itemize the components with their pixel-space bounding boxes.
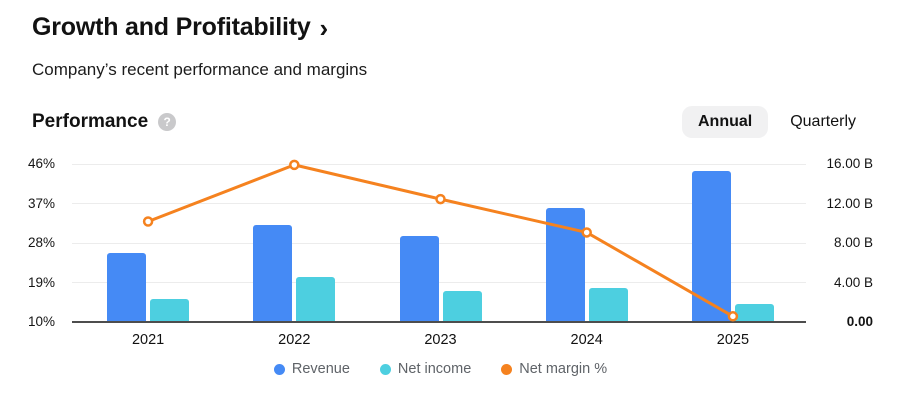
legend-dot-icon: [501, 363, 513, 375]
net-margin-point[interactable]: [289, 159, 300, 171]
x-axis-line: [72, 321, 806, 323]
right-axis-tick: 12.00 B: [826, 195, 873, 211]
chart-header-row: Performance ? Annual Quarterly: [32, 104, 862, 140]
net-margin-point[interactable]: [435, 193, 446, 205]
x-axis-label: 2023: [424, 332, 457, 348]
net-income-bar[interactable]: [442, 291, 482, 321]
x-axis-label: 2025: [716, 332, 750, 348]
legend-label: Net margin %: [519, 361, 608, 377]
legend-item-revenue[interactable]: Revenue: [273, 361, 350, 377]
page-title: Growth and Profitability: [32, 13, 311, 41]
right-axis-tick: 8.00 B: [833, 235, 873, 250]
gridline: [72, 282, 806, 283]
legend-dot-icon: [273, 363, 285, 375]
legend-item-net-margin-[interactable]: Net margin %: [501, 361, 607, 377]
left-axis-tick: 10%: [27, 314, 55, 329]
x-axis-label: 2024: [570, 332, 603, 348]
section-link-growth-profitability[interactable]: Growth and Profitability ›: [32, 13, 328, 42]
help-icon[interactable]: ?: [158, 113, 177, 131]
net-income-bar[interactable]: [296, 276, 336, 321]
legend-label: Revenue: [291, 361, 350, 377]
x-axis-label: 2021: [131, 332, 165, 348]
gridline: [72, 242, 806, 244]
right-axis-tick: 0.00: [846, 314, 873, 329]
left-axis-tick: 19%: [27, 274, 55, 290]
toggle-quarterly-button[interactable]: Quarterly: [784, 106, 862, 138]
revenue-bar[interactable]: [399, 236, 439, 321]
legend-dot-icon: [379, 363, 391, 375]
left-axis-tick: 46%: [27, 156, 55, 171]
right-axis-tick: 16.00 B: [826, 156, 873, 171]
revenue-bar[interactable]: [107, 252, 147, 321]
chart-title: Performance: [32, 111, 149, 132]
legend-item-net-income[interactable]: Net income: [379, 361, 472, 377]
net-margin-point[interactable]: [581, 227, 592, 238]
chart-legend: Revenue Net income Net margin %: [75, 361, 806, 377]
right-axis-tick: 4.00 B: [833, 274, 873, 290]
period-toggle: Annual Quarterly: [681, 106, 862, 138]
chevron-right-icon: ›: [319, 13, 329, 43]
net-income-bar[interactable]: [150, 299, 190, 321]
page-subtitle: Company’s recent performance and margins: [32, 60, 368, 79]
legend-label: Net income: [397, 361, 472, 377]
net-margin-point[interactable]: [727, 311, 739, 322]
net-margin-point[interactable]: [142, 216, 154, 227]
net-income-bar[interactable]: [588, 288, 628, 321]
net-income-bar[interactable]: [734, 304, 774, 321]
gridline: [72, 163, 806, 165]
toggle-annual-button[interactable]: Annual: [681, 106, 769, 138]
x-axis-label: 2022: [278, 332, 311, 348]
left-axis-tick: 28%: [27, 235, 55, 250]
revenue-bar[interactable]: [253, 225, 293, 321]
left-axis-tick: 37%: [27, 195, 55, 211]
